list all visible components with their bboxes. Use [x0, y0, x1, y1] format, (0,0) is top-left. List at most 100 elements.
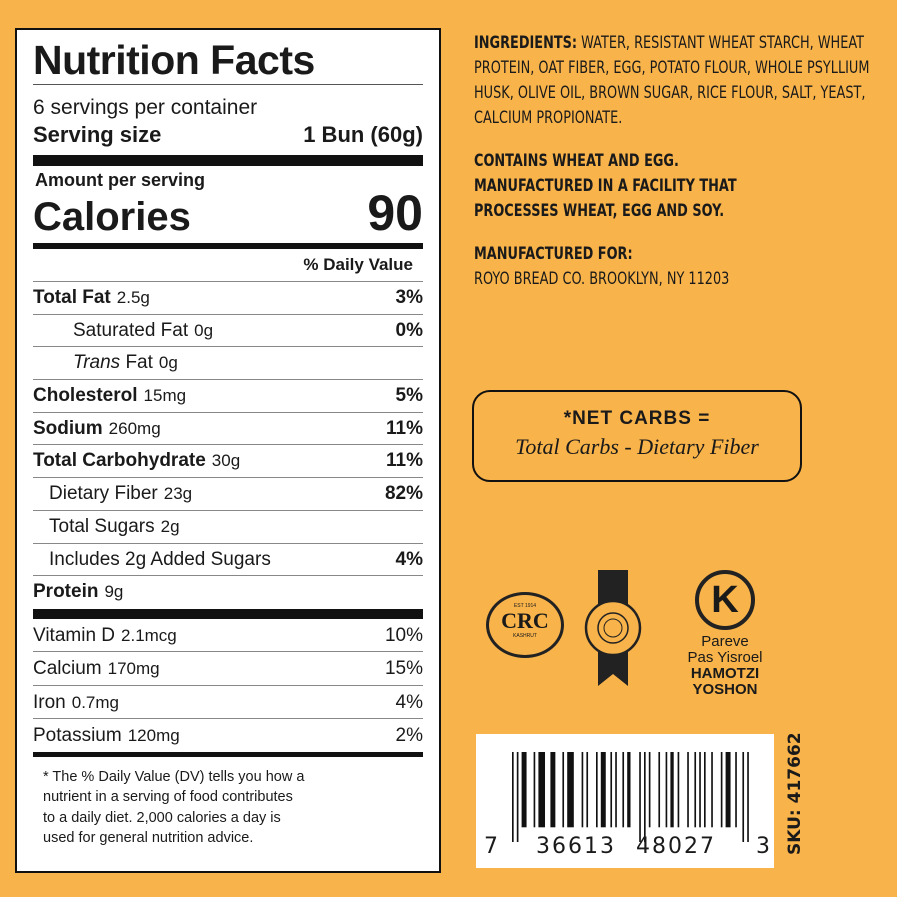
vitamin-row: Potassium 120mg 2% — [33, 719, 423, 753]
nutrient-label: Protein 9g — [33, 576, 123, 608]
nutrient-row: Total Sugars 2g — [33, 511, 423, 544]
nutrient-name: Total Fat — [33, 287, 111, 308]
medium-divider — [33, 243, 423, 249]
nutrient-row: Trans Fat 0g — [33, 347, 423, 381]
footnote-line: nutrient in a serving of food contribute… — [43, 789, 293, 806]
barcode-bar — [704, 752, 706, 828]
barcode-bars — [512, 752, 749, 842]
manufacturer: MANUFACTURED FOR: ROYO BREAD CO. BROOKLY… — [474, 241, 880, 291]
net-carbs-title: *NET CARBS = — [563, 408, 711, 429]
vitamin-amount: 120mg — [127, 726, 180, 746]
nutrient-name: Total Sugars — [49, 515, 155, 537]
vitamin-daily-value: 2% — [395, 725, 423, 747]
vitamin-name: Vitamin D — [33, 624, 116, 646]
vitamin-daily-value: 4% — [395, 691, 423, 713]
nutrient-name: Includes 2g Added Sugars — [49, 548, 271, 570]
nutrient-name: Protein — [33, 581, 99, 603]
barcode-bar — [670, 752, 674, 828]
barcode-bar — [677, 752, 680, 828]
barcode-bar — [711, 752, 713, 828]
barcode-bar — [742, 752, 745, 842]
barcode-bar — [521, 752, 527, 828]
barcode-bar — [665, 752, 668, 828]
barcode-digits-left: 36613 — [536, 834, 616, 859]
nutrient-name: Saturated Fat — [73, 319, 189, 341]
vitamin-amount: 170mg — [107, 659, 160, 679]
vitamin-label: Iron 0.7mg — [33, 686, 119, 720]
nutrient-label: Total Sugars 2g — [33, 511, 180, 543]
crc-text: CRC — [501, 608, 549, 633]
serving-size-value: 1 Bun (60g) — [303, 122, 423, 147]
barcode-digits-right: 48027 — [636, 834, 716, 859]
nutrient-amount: 2.5g — [116, 288, 150, 307]
nutrient-row: Total Fat 2.5g 3% — [33, 282, 423, 315]
vitamin-label: Calcium 170mg — [33, 652, 160, 686]
nutrient-label: Saturated Fat 0g — [33, 315, 213, 347]
serving-size-label: Serving size — [33, 122, 162, 147]
servings-per-container: 6 servings per container — [33, 96, 258, 119]
barcode-bar — [699, 752, 701, 828]
kosher-line: Pas Yisroel — [687, 649, 763, 666]
ingredients-label: INGREDIENTS: — [474, 33, 578, 52]
nutrient-row: Total Carbohydrate 30g 11% — [33, 445, 423, 479]
crc-kashrut: KASHRUT — [513, 633, 537, 639]
net-carbs-formula: Total Carbs - Dietary Fiber — [515, 434, 759, 459]
nutrient-label: Includes 2g Added Sugars — [33, 544, 277, 576]
daily-value-header: % Daily Value — [33, 249, 423, 282]
vitamin-label: Potassium 120mg — [33, 719, 180, 753]
vitamin-name: Iron — [33, 691, 66, 713]
barcode-bar — [512, 752, 514, 842]
nutrient-name: Sodium — [33, 417, 103, 439]
nutrient-row: Cholesterol 15mg 5% — [33, 380, 423, 413]
barcode-bar — [694, 752, 697, 828]
kosher-info: Pareve Pas Yisroel HAMOTZI YOSHON — [670, 634, 780, 698]
nutrient-label: Trans Fat 0g — [33, 347, 178, 379]
barcode-bar — [596, 752, 598, 828]
kosher-line: Pareve — [701, 633, 749, 650]
nutrient-daily-value: 3% — [395, 287, 423, 308]
barcode-bar — [581, 752, 584, 828]
vitamin-row: Vitamin D 2.1mcg 10% — [33, 619, 423, 653]
nutrient-name: Fat — [125, 352, 153, 374]
nutrient-label: Dietary Fiber 23g — [33, 478, 192, 510]
nutrient-row: Dietary Fiber 23g 82% — [33, 478, 423, 511]
barcode-bar — [567, 752, 574, 828]
ingredients-section: INGREDIENTS: WATER, RESISTANT WHEAT STAR… — [474, 30, 880, 291]
nutrition-facts-panel: Nutrition Facts 6 servings per container… — [15, 28, 441, 873]
nutrient-daily-value: 82% — [384, 483, 423, 505]
nutrient-name: Dietary Fiber — [49, 483, 158, 505]
barcode-bar — [550, 752, 556, 828]
nutrient-amount: 30g — [211, 451, 241, 471]
nutrient-label: Sodium 260mg — [33, 413, 161, 445]
crc-kosher-logo: EST 1914 CRC KASHRUT — [486, 592, 564, 658]
thick-divider — [33, 155, 423, 166]
nutrient-row: Includes 2g Added Sugars 4% — [33, 544, 423, 577]
vitamin-row: Iron 0.7mg 4% — [33, 686, 423, 720]
nutrient-daily-value: 5% — [395, 385, 423, 407]
barcode-bar — [648, 752, 651, 828]
footnote-line: to a daily diet. 2,000 calories a day is — [43, 809, 281, 826]
barcode-bar — [720, 752, 723, 828]
barcode-bar — [516, 752, 519, 842]
barcode-digit-first: 7 — [484, 834, 500, 859]
nutrient-amount: 260mg — [108, 418, 161, 438]
calories-value: 90 — [367, 185, 423, 241]
kosher-line: HAMOTZI — [690, 665, 760, 682]
vitamin-label: Vitamin D 2.1mcg — [33, 619, 177, 653]
barcode-bar — [562, 752, 565, 828]
nutrient-amount: 2g — [160, 516, 180, 536]
crc-est: EST 1914 — [513, 603, 537, 609]
nutrient-label: Total Fat 2.5g — [33, 282, 150, 314]
ok-kosher-logo: K Pareve Pas Yisroel HAMOTZI YOSHON — [670, 570, 780, 698]
barcode-bar — [538, 752, 546, 828]
nutrient-name: Total Carbohydrate — [33, 450, 206, 472]
nutrient-daily-value: 0% — [395, 319, 423, 341]
nutrient-amount: 0g — [158, 353, 178, 373]
calories-row: Calories 90 — [33, 185, 423, 241]
nutrition-title: Nutrition Facts — [33, 36, 423, 85]
footnote-line: used for general nutrition advice. — [43, 830, 254, 847]
barcode-bar — [586, 752, 589, 828]
net-carbs-box: *NET CARBS = Total Carbs - Dietary Fiber — [472, 390, 802, 482]
vitamin-daily-value: 10% — [384, 624, 423, 646]
barcode-bar — [639, 752, 641, 842]
